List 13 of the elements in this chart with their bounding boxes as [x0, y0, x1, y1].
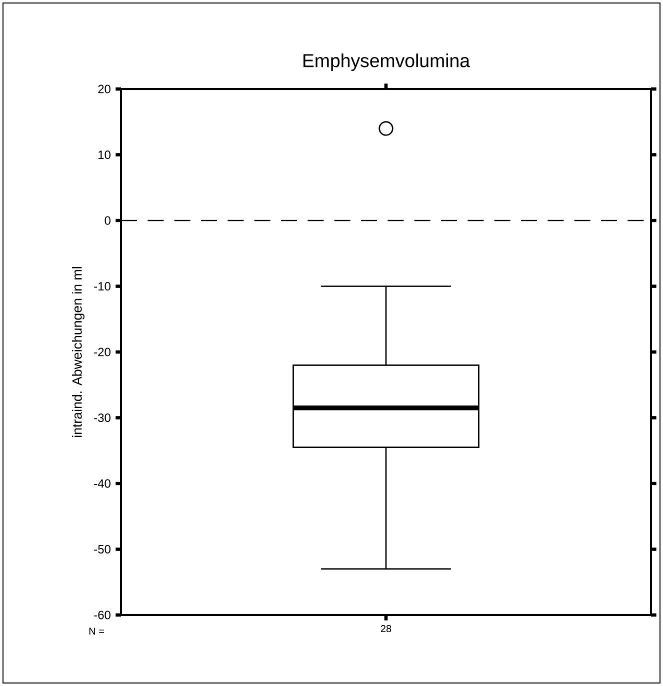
y-tick-label: -20 [94, 348, 110, 356]
text: N = [89, 628, 104, 635]
y-axis-title: intraind. Abweichungen in ml [72, 267, 84, 437]
y-tick-label: 10 [98, 150, 110, 160]
y-tick-label: 0 [104, 216, 110, 225]
y-tick-label: -10 [94, 282, 110, 291]
x-tick-label: 28 [380, 625, 392, 632]
y-tick-label: 20 [98, 84, 110, 94]
y-tick-label: -50 [94, 544, 110, 554]
y-tick-label: -40 [94, 479, 110, 488]
chart-title: Emphysemvolumina [303, 54, 470, 71]
y-tick-label: -30 [94, 413, 110, 422]
y-tick-label: -60 [94, 610, 110, 620]
